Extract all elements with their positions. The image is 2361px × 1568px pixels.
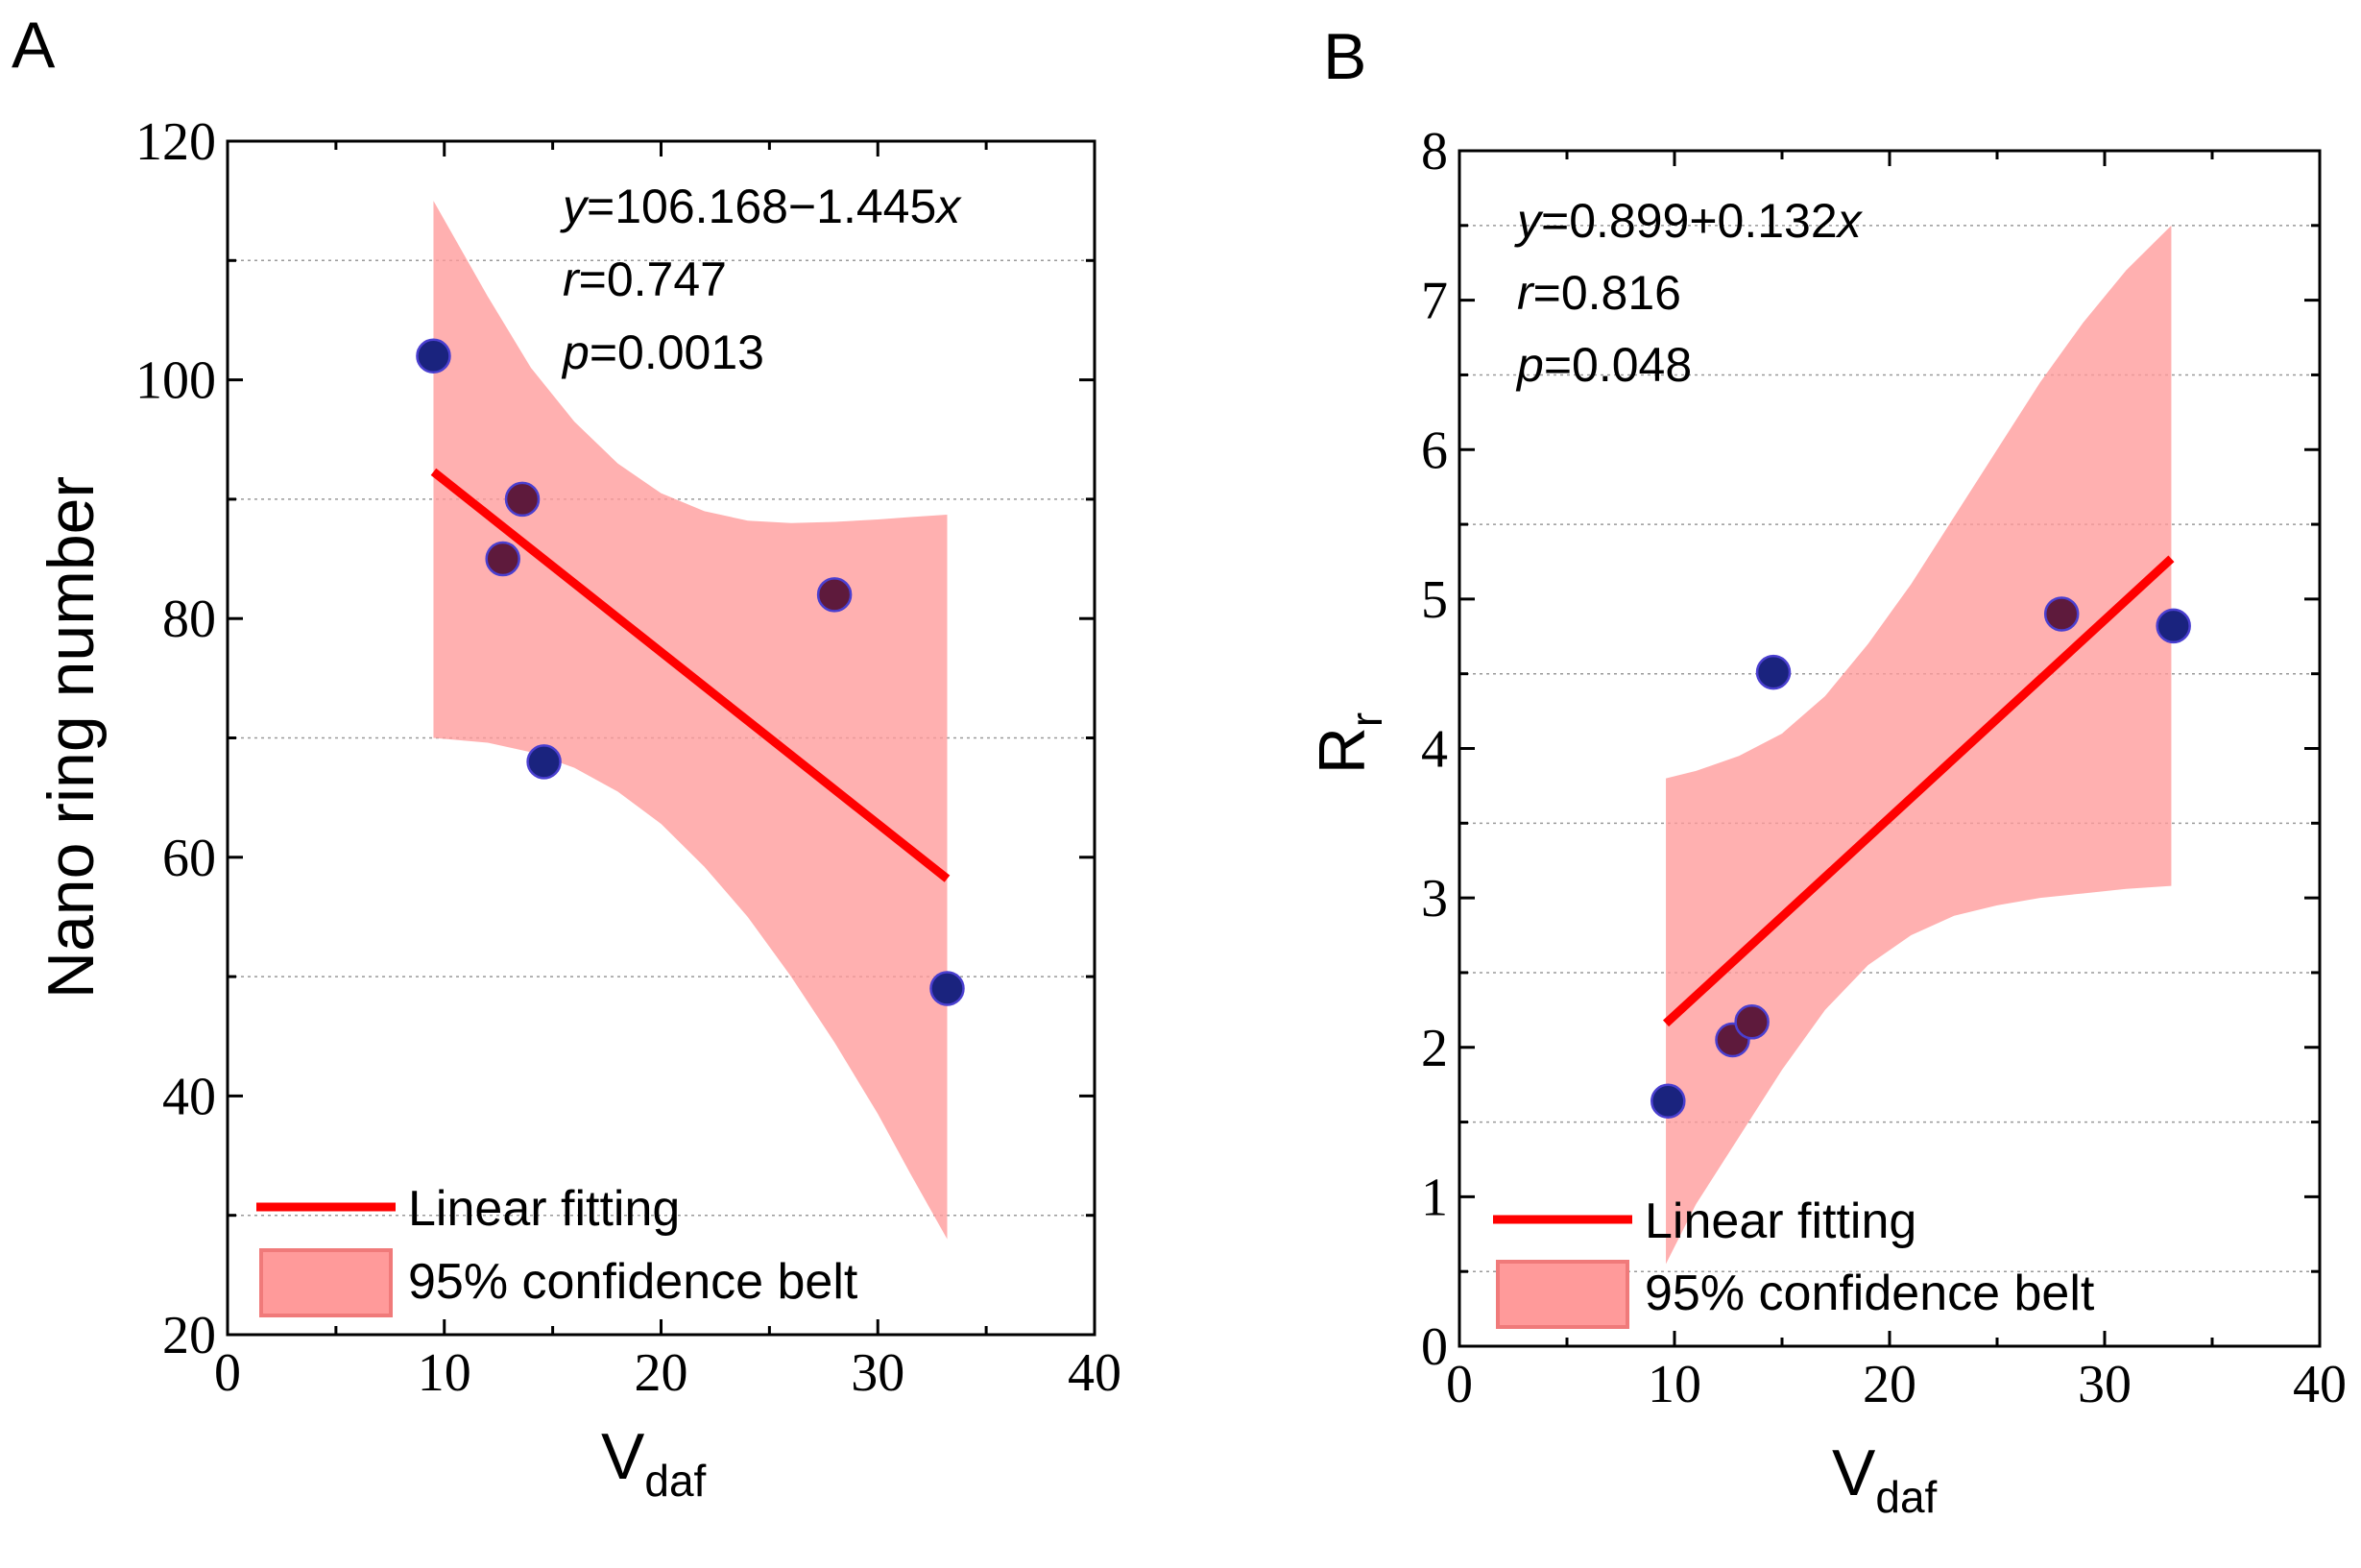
panel-b-fit-line (1662, 555, 2175, 1027)
panel-b-legend-belt-label: 95% confidence belt (1645, 1266, 2095, 1321)
panel-a-ytick-label: 120 (135, 112, 216, 172)
panel-a-ticks: 0 10 20 30 40 20 40 60 80 100 120 (135, 112, 1121, 1403)
panel-a-legend-line-label: Linear fitting (408, 1181, 680, 1237)
panel-b-annotation-y: y (1514, 194, 1544, 248)
panel-a-ytick-label: 80 (162, 590, 216, 649)
panel-b-confidence-belt (1666, 225, 2172, 1265)
panel-b-data-point (1650, 1083, 1686, 1120)
panel-b-ytick-label: 7 (1421, 272, 1448, 331)
panel-a-legend-belt-label: 95% confidence belt (408, 1254, 858, 1310)
panel-a-ytick-label: 60 (162, 829, 216, 888)
panel-a-data-point (929, 971, 965, 1006)
panel-a-xlabel-sub: daf (644, 1456, 706, 1506)
panel-a-annotation-p-value: =0.0013 (590, 326, 764, 379)
panel-a-xtick-label: 20 (635, 1343, 688, 1403)
panel-b-annotation-p-value: =0.048 (1544, 338, 1692, 392)
panel-b-ylabel-main: R (1306, 727, 1379, 774)
panel-b-points (1650, 596, 2191, 1120)
panel-a-annotation-r: r=0.747 (563, 253, 727, 306)
panel-b-legend-line-label: Linear fitting (1645, 1194, 1916, 1249)
panel-b-annotation-equation: y=0.899+0.132x (1514, 194, 1864, 248)
panel-a-points (416, 338, 965, 1006)
panel-b-xlabel-main: V (1832, 1436, 1876, 1509)
panel-a-annotation-x: x (934, 180, 962, 233)
panel-a-xtick-label: 0 (214, 1343, 241, 1403)
panel-b-xtick-label: 20 (1863, 1355, 1916, 1414)
panel-a-annotation-eq-body: =106.168−1.445 (587, 180, 936, 233)
panel-b-data-point (1755, 654, 1792, 690)
panel-b-ylabel-sub: r (1341, 712, 1391, 727)
panel-a-data-point (416, 338, 451, 374)
panel-a-data-point (816, 577, 853, 613)
panel-a-legend-belt-swatch (259, 1248, 393, 1317)
panel-a-ytick-label: 40 (162, 1067, 216, 1126)
panel-a-confidence-belt (433, 201, 948, 1240)
panel-b-ytick-label: 6 (1421, 421, 1448, 480)
panel-a-label: A (12, 9, 56, 82)
panel-b-annotation-r-var: r (1517, 266, 1535, 320)
panel-b-data-point (2156, 608, 2191, 644)
panel-b-ticks: 0 10 20 30 40 0 1 2 3 4 5 6 7 8 (1421, 122, 2347, 1414)
panel-b-annotation-eq-body: =0.899+0.132 (1541, 194, 1838, 248)
panel-b-data-point (2043, 596, 2080, 632)
panel-b-ylabel: Rr (1306, 712, 1391, 774)
panel-b: B 0 10 20 30 40 0 1 2 3 4 5 6 7 8 Rr Vdaf y=0.899+0.1… (1306, 20, 2347, 1522)
panel-b-ytick-label: 3 (1421, 869, 1448, 929)
panel-a-fit-line (430, 468, 951, 882)
panel-b-legend: Linear fitting 95% confidence belt (1493, 1194, 2095, 1329)
panel-b-xtick-label: 30 (2078, 1355, 2132, 1414)
panel-a-annotation-y: y (560, 180, 590, 233)
panel-a-annotation-r-var: r (563, 253, 581, 306)
panel-b-ytick-label: 4 (1421, 720, 1448, 780)
panel-b-annotation-p-var: p (1515, 338, 1544, 392)
panel-a: A 0 10 20 30 40 20 40 60 80 100 120 Nano ring numb… (12, 9, 1121, 1506)
panel-b-legend-belt-swatch (1496, 1260, 1629, 1329)
panel-b-annotation-x: x (1836, 194, 1864, 248)
panel-a-xtick-label: 40 (1068, 1343, 1121, 1403)
panel-a-data-point (526, 744, 562, 780)
panel-a-xlabel: Vdaf (601, 1420, 707, 1506)
panel-b-xtick-label: 10 (1648, 1355, 1701, 1414)
panel-b-xlabel: Vdaf (1832, 1436, 1938, 1522)
panel-b-annotation-r: r=0.816 (1517, 266, 1681, 320)
panel-b-xtick-label: 0 (1446, 1355, 1473, 1414)
panel-a-xlabel-main: V (601, 1420, 645, 1493)
panel-b-ytick-label: 1 (1421, 1168, 1448, 1227)
panel-a-data-point (504, 481, 541, 518)
panel-b-xlabel-sub: daf (1875, 1472, 1937, 1522)
panel-b-data-point (1734, 1004, 1770, 1040)
panel-a-annotation-r-value: =0.747 (579, 253, 727, 306)
panel-a-ylabel: Nano ring number (35, 476, 108, 999)
panel-a-ytick-label: 100 (135, 351, 216, 411)
panel-a-ytick-label: 20 (162, 1306, 216, 1365)
panel-a-data-point (485, 541, 520, 577)
panel-b-label: B (1323, 20, 1366, 93)
panel-b-annotation-r-value: =0.816 (1533, 266, 1681, 320)
panel-b-xtick-label: 40 (2293, 1355, 2347, 1414)
panel-a-legend: Linear fitting 95% confidence belt (256, 1181, 858, 1317)
panel-a-annotation-p: p=0.0013 (561, 326, 764, 379)
panel-b-annotation-p: p=0.048 (1515, 338, 1692, 392)
panel-a-xtick-label: 30 (851, 1343, 904, 1403)
panel-b-ytick-label: 8 (1421, 122, 1448, 181)
panel-b-ytick-label: 2 (1421, 1019, 1448, 1078)
panel-a-annotation-equation: y=106.168−1.445x (560, 180, 962, 233)
panel-a-xtick-label: 10 (418, 1343, 471, 1403)
panel-b-ytick-label: 5 (1421, 570, 1448, 630)
panel-a-annotation-p-var: p (561, 326, 590, 379)
panel-b-ytick-label: 0 (1421, 1317, 1448, 1377)
